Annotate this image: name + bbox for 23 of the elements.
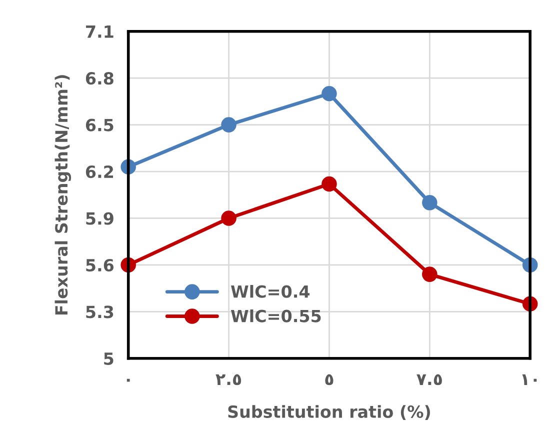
point [322,86,337,102]
y-tick-label: 5.6 [86,258,114,272]
x-tick-label: ٢.٥ [216,374,242,386]
y-tick-label: 7.1 [86,26,114,38]
point [322,176,337,192]
x-tick-label: ٠ [126,378,130,382]
point [221,210,236,226]
y-tick-label: 5.3 [86,306,114,318]
x-tick-label: ٧.٥ [416,374,442,386]
x-axis-title: Substitution ratio (%) [228,405,430,420]
y-tick-label: 6.8 [86,72,114,85]
point [422,195,438,210]
y-tick-label: 5 [104,352,114,365]
y-tick-label: 6.2 [86,165,114,178]
point [221,117,236,132]
y-tick-label: 5.9 [86,212,114,225]
y-tick-label: 6.5 [86,118,114,132]
point [422,266,438,282]
x-tick-label: ٥ [325,374,334,386]
x-tick-label: ١٠ [522,374,537,385]
legend-label: WlC=0.4 [230,284,310,298]
legend-label: WlC=0.55 [230,309,321,322]
y-axis-title: Flexural Strength(N/mm²) [54,75,72,315]
